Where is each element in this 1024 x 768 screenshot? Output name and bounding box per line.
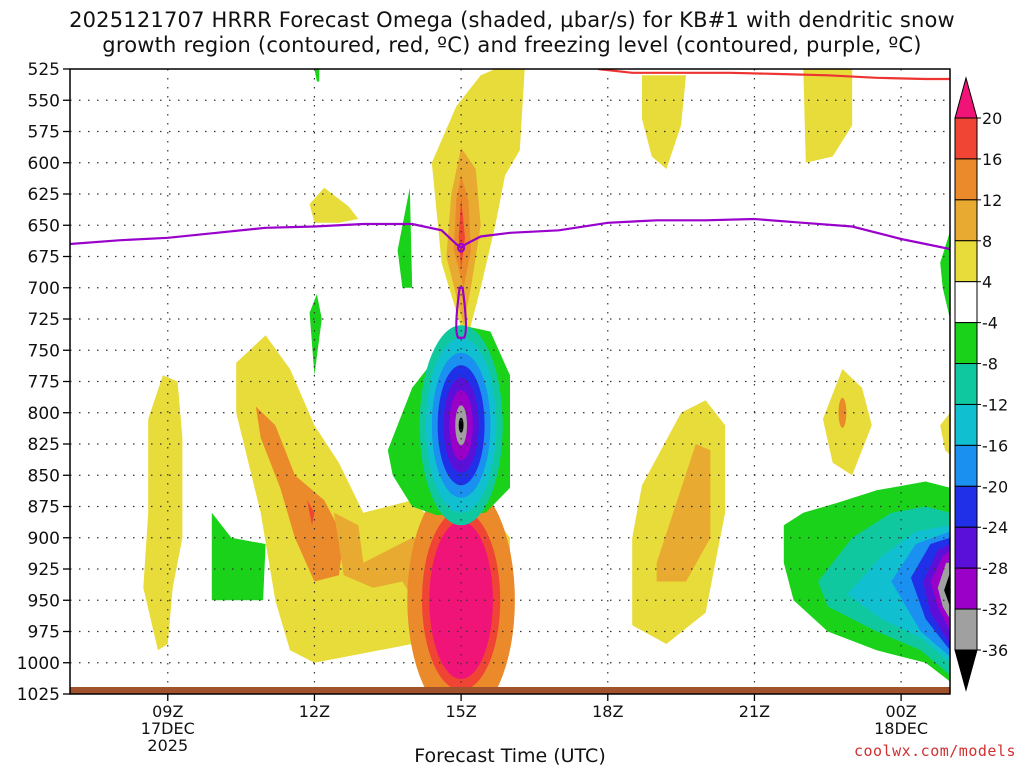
colorbar-label--20: -20 — [982, 477, 1008, 496]
y-tick-label-675: 675 — [28, 248, 60, 268]
omega-region-09z-yellow — [143, 375, 183, 651]
colorbar-label--32: -32 — [982, 600, 1008, 619]
colorbar-box-0 — [954, 117, 978, 160]
x-tick-label-15Z-0: 15Z — [445, 702, 476, 721]
colorbar-label--4: -4 — [982, 314, 998, 333]
y-tick-label-575: 575 — [28, 123, 60, 143]
omega-region-1140-green — [314, 69, 320, 82]
omega-region-19z-amber — [656, 444, 711, 582]
omega-region-00z-black — [944, 572, 950, 607]
colorbar-label-16: 16 — [982, 150, 1002, 169]
colorbar-label--36: -36 — [982, 641, 1008, 660]
y-tick-label-1000: 1000 — [17, 654, 60, 674]
omega-core-15z-black — [458, 417, 464, 433]
y-tick-label-900: 900 — [28, 529, 60, 549]
x-tick-label-18Z-0: 18Z — [592, 702, 623, 721]
colorbar-label--28: -28 — [982, 559, 1008, 578]
x-tick-label-09Z-1: 17DEC — [141, 719, 195, 738]
omega-region-top-23z-yellow — [803, 69, 853, 163]
x-tick-label-00Z-0: 00Z — [885, 702, 916, 721]
y-tick-label-975: 975 — [28, 623, 60, 643]
colorbar-box-8 — [954, 444, 978, 487]
omega-region-12z-red-dot — [307, 500, 315, 526]
chart-title-line-1: 2025121707 HRRR Forecast Omega (shaded, … — [69, 8, 955, 32]
omega-region-12z-orange — [255, 406, 344, 582]
omega-region-10z-green — [211, 512, 266, 601]
x-tick-label-12Z-0: 12Z — [299, 702, 330, 721]
ground-strip — [70, 687, 950, 694]
y-tick-label-850: 850 — [28, 466, 60, 486]
freezing-level-line — [70, 217, 950, 251]
omega-region-23z-orange — [838, 397, 847, 428]
colorbar-label-4: 4 — [982, 273, 992, 292]
colorbar-box-3 — [954, 240, 978, 283]
colorbar-box-10 — [954, 526, 978, 569]
contours — [70, 69, 950, 339]
y-tick-label-825: 825 — [28, 435, 60, 455]
y-tick-label-750: 750 — [28, 341, 60, 361]
y-tick-label-600: 600 — [28, 154, 60, 174]
x-tick-label-09Z-2: 2025 — [147, 736, 188, 755]
colorbar-label--16: -16 — [982, 436, 1008, 455]
colorbar-label-8: 8 — [982, 232, 992, 251]
y-tick-label-625: 625 — [28, 185, 60, 205]
omega-shading — [143, 69, 950, 694]
colorbar-box-11 — [954, 567, 978, 610]
y-tick-label-650: 650 — [28, 216, 60, 236]
omega-region-00z-right-yellow — [940, 412, 950, 455]
y-tick-label-700: 700 — [28, 279, 60, 299]
y-tick-label-550: 550 — [28, 91, 60, 111]
colorbar-label-12: 12 — [982, 191, 1002, 210]
colorbar-top-tip — [954, 76, 978, 119]
omega-region-1150-yellow — [309, 187, 359, 223]
colorbar-box-2 — [954, 199, 978, 242]
colorbar-label--8: -8 — [982, 355, 998, 374]
freezing-level-loop — [455, 286, 468, 339]
y-tick-label-925: 925 — [28, 560, 60, 580]
colorbar-box-7 — [954, 403, 978, 446]
colorbar-box-6 — [954, 363, 978, 405]
colorbar-label-20: 20 — [982, 109, 1002, 128]
source-credit: coolwx.com/models — [853, 742, 1016, 760]
colorbar-box-9 — [954, 485, 978, 528]
colorbar-box-12 — [954, 608, 978, 651]
x-tick-label-21Z-0: 21Z — [739, 702, 770, 721]
colorbar-bottom-tip — [954, 649, 978, 692]
x-tick-label-00Z-1: 18DEC — [874, 719, 928, 738]
y-tick-label-950: 950 — [28, 591, 60, 611]
omega-region-23z-yellow — [822, 369, 872, 476]
y-tick-label-775: 775 — [28, 373, 60, 393]
y-tick-label-1025: 1025 — [17, 685, 60, 705]
omega-region-right-edge-green — [940, 231, 950, 319]
omega-region-1410-green — [397, 187, 413, 288]
chart-title-line-2: growth region (contoured, red, ºC) and f… — [102, 33, 922, 57]
colorbar-box-4 — [954, 281, 978, 324]
colorbar-box-1 — [954, 158, 978, 201]
omega-region-00z-gray — [937, 562, 950, 619]
colorbar-label--24: -24 — [982, 518, 1008, 537]
colorbar-box-5 — [954, 322, 978, 365]
colorbar: 20 16 12 8 4 -4 -8 -12 -16 -20 -24 -28 -32 -36 — [954, 76, 1008, 692]
dendritic-zone-line — [597, 69, 950, 81]
y-tick-label-525: 525 — [28, 60, 60, 80]
freezing-level-ring — [457, 242, 466, 253]
x-axis-label: Forecast Time (UTC) — [414, 745, 606, 767]
y-tick-label-725: 725 — [28, 310, 60, 330]
y-axis: 525 550 575 600 625 650 675 700 725 750 775 800 825 8… — [17, 60, 70, 705]
omega-region-top-19z-yellow — [642, 75, 686, 169]
y-tick-label-875: 875 — [28, 498, 60, 518]
y-tick-label-800: 800 — [28, 404, 60, 424]
colorbar-label--12: -12 — [982, 395, 1008, 414]
x-tick-label-09Z-0: 09Z — [152, 702, 183, 721]
omega-region-1150-green — [309, 294, 322, 376]
